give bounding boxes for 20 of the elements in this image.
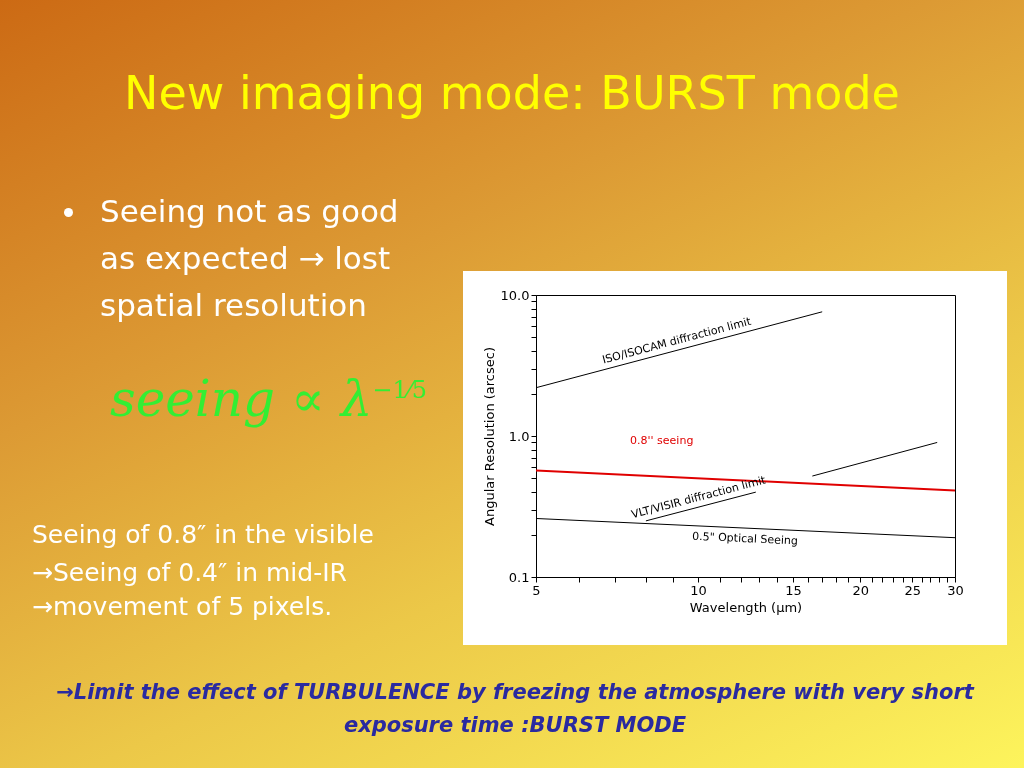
x-tick-label: 20	[852, 582, 869, 598]
x-tick-label: 30	[947, 582, 964, 598]
y-tick-label: 1.0	[508, 428, 530, 444]
series-label: 0.5" Optical Seeing	[691, 529, 799, 548]
text: Seeing not as good as expected → lost spatial resolution	[100, 192, 400, 325]
x-tick-label: 25	[904, 582, 922, 598]
text: →Limit the effect of TURBULENCE by freezing the atmosphere with very short exposure time :BURST MODE	[55, 679, 976, 739]
x-axis-title: Wavelength (μm)	[689, 599, 803, 615]
text: Seeing of 0.8″ in the visible	[32, 520, 374, 549]
text: 0.8'' seeing	[630, 434, 694, 448]
x-tick-label: 5	[532, 582, 541, 598]
text: seeing ∝ λ$^{−1⁄5}$	[110, 370, 428, 428]
text: →movement of 5 pixels.	[32, 592, 333, 621]
chart-title: New imaging mode: BURST mode	[123, 66, 901, 120]
y-axis-title: Angular Resolution (arcsec)	[481, 347, 497, 526]
x-tick-label: 10	[690, 582, 707, 598]
y-tick-label: 10.0	[500, 287, 530, 303]
y-tick-label: 0.1	[508, 569, 530, 585]
x-tick-label: 15	[785, 582, 802, 598]
text: →Seeing of 0.4″ in mid-IR	[32, 558, 347, 587]
